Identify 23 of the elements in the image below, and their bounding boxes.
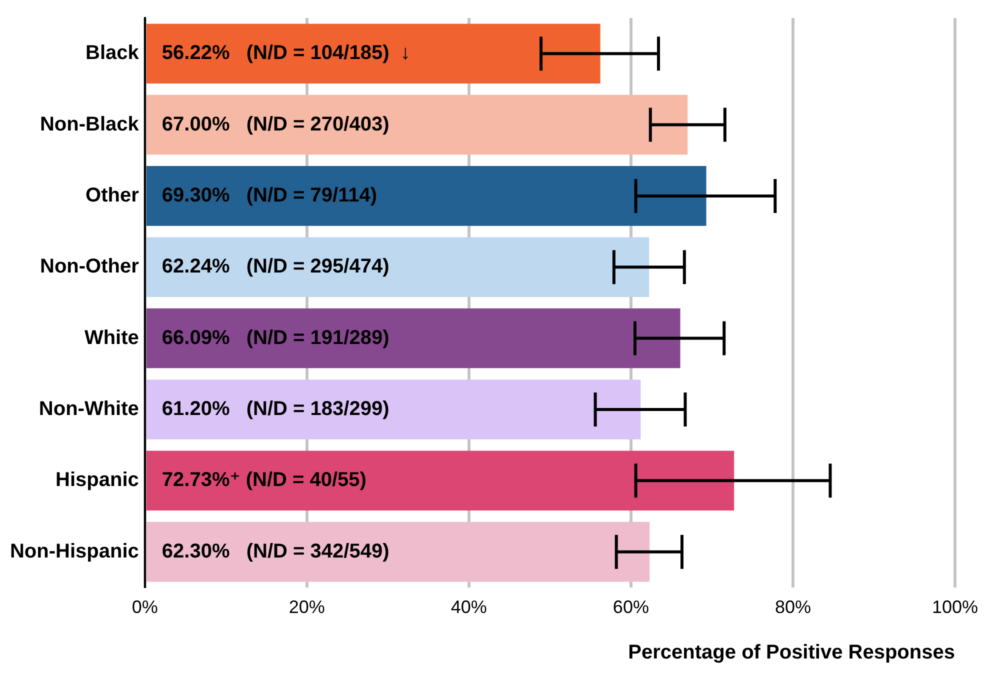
y-tick-label: Black [86, 42, 140, 64]
x-tick-label: 80% [774, 597, 811, 618]
y-tick-label: White [84, 326, 139, 349]
x-tick-label: 40% [450, 597, 487, 618]
data-label: 67.00% (N/D = 270/403) [162, 113, 390, 136]
data-label: 62.24% (N/D = 295/474) [162, 256, 390, 278]
y-tick-label: Non-Hispanic [10, 540, 139, 562]
y-tick-label: Hispanic [56, 469, 139, 492]
data-label: 62.30% (N/D = 342/549) [162, 540, 390, 562]
data-label: 61.20% (N/D = 183/299) [162, 398, 390, 420]
data-label: 69.30% (N/D = 79/114) [162, 184, 378, 206]
x-tick-label: 0% [132, 597, 158, 618]
data-label: 56.22% (N/D = 104/185) ↓ [162, 42, 410, 64]
x-axis-title: Percentage of Positive Responses [628, 642, 955, 664]
y-tick-label: Other [86, 184, 140, 206]
x-tick-label: 60% [612, 597, 649, 618]
data-label: 72.73%⁺ (N/D = 40/55) [162, 469, 366, 492]
data-label: 66.09% (N/D = 191/289) [162, 326, 390, 349]
y-tick-label: Non-Black [40, 113, 140, 136]
x-tick-label: 100% [932, 597, 978, 618]
x-tick-label: 20% [288, 597, 325, 618]
y-tick-label: Non-Other [40, 256, 140, 278]
y-tick-label: Non-White [38, 398, 139, 420]
